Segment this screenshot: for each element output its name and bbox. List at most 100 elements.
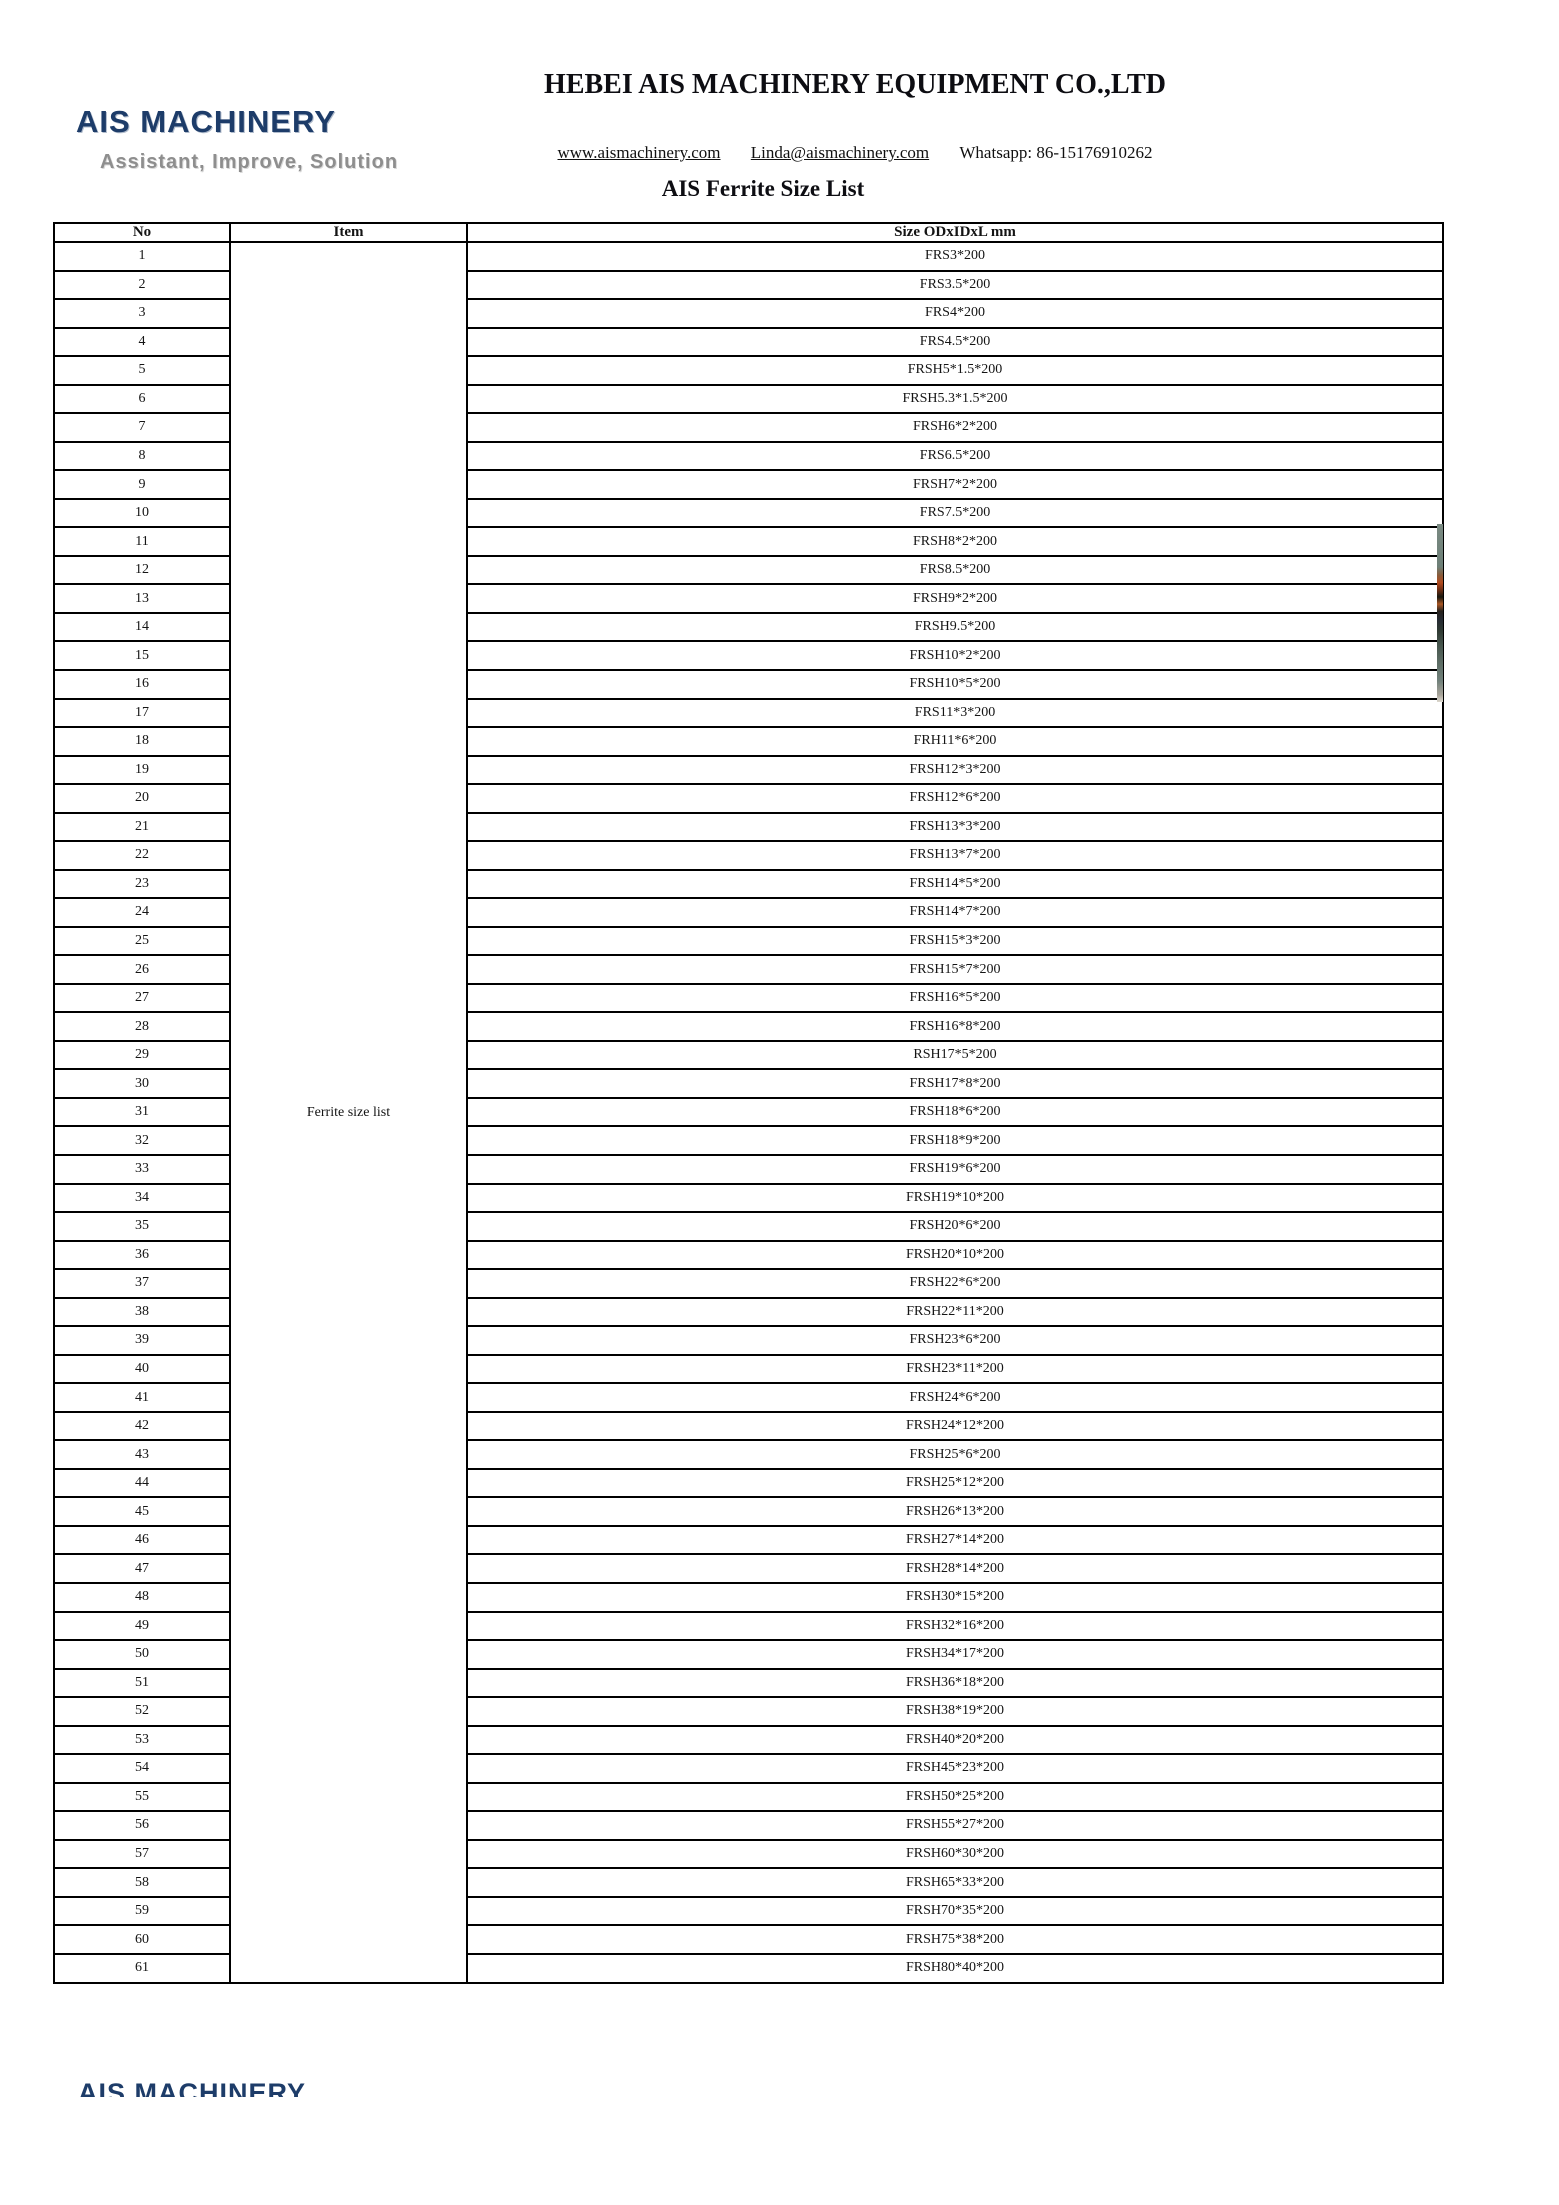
row-number-cell: 52: [53, 1696, 231, 1727]
size-cell: FRSH15*7*200: [466, 954, 1444, 985]
row-number-cell: 10: [53, 497, 231, 529]
row-number-cell: 3: [53, 298, 231, 329]
size-cell: FRSH8*2*200: [466, 526, 1444, 557]
table-row: 15 FRSH10*2*200: [53, 640, 1444, 671]
column-header-size: Size ODxIDxL mm: [466, 222, 1444, 243]
company-name-title: HEBEI AIS MACHINERY EQUIPMENT CO.,LTD: [544, 69, 1166, 100]
size-cell: FRSH70*35*200: [466, 1895, 1444, 1927]
size-cell: FRSH23*6*200: [466, 1325, 1444, 1356]
column-header-item: Item: [229, 222, 468, 243]
size-cell: FRSH6*2*200: [466, 412, 1444, 443]
row-number-cell: 47: [53, 1553, 231, 1584]
size-cell: FRS4*200: [466, 298, 1444, 329]
table-row: 22 FRSH13*7*200: [53, 840, 1444, 871]
table-row: 37 FRSH22*6*200: [53, 1268, 1444, 1299]
table-row: 49 FRSH32*16*200: [53, 1610, 1444, 1642]
row-number-cell: 37: [53, 1268, 231, 1299]
table-row: 31 FRSH18*6*200: [53, 1096, 1444, 1128]
row-number-cell: 25: [53, 925, 231, 957]
size-cell: FRSH17*8*200: [466, 1068, 1444, 1099]
size-cell: FRSH5*1.5*200: [466, 355, 1444, 386]
table-row: 16 FRSH10*5*200: [53, 668, 1444, 700]
table-row: 7 FRSH6*2*200: [53, 412, 1444, 443]
table-row: 21 FRSH13*3*200: [53, 811, 1444, 843]
table-row: 38 FRSH22*11*200: [53, 1296, 1444, 1328]
table-row: 59 FRSH70*35*200: [53, 1895, 1444, 1927]
size-cell: FRSH9.5*200: [466, 611, 1444, 643]
table-row: 58 FRSH65*33*200: [53, 1867, 1444, 1898]
row-number-cell: 14: [53, 611, 231, 643]
table-row: 55 FRSH50*25*200: [53, 1781, 1444, 1813]
row-number-cell: 33: [53, 1154, 231, 1185]
company-logo-clipped: AIS MACHINERY: [78, 2080, 307, 2097]
contact-line: www.aismachinery.com Linda@aismachinery.…: [430, 143, 1280, 163]
whatsapp-number: Whatsapp: 86-15176910262: [959, 143, 1153, 162]
size-cell: FRSH32*16*200: [466, 1610, 1444, 1642]
row-number-cell: 54: [53, 1753, 231, 1784]
table-row: 39 FRSH23*6*200: [53, 1325, 1444, 1356]
size-cell: FRH11*6*200: [466, 726, 1444, 757]
table-row: 34 FRSH19*10*200: [53, 1182, 1444, 1214]
size-cell: FRSH25*12*200: [466, 1467, 1444, 1499]
row-number-cell: 26: [53, 954, 231, 985]
size-cell: FRSH25*6*200: [466, 1439, 1444, 1470]
row-number-cell: 49: [53, 1610, 231, 1642]
size-cell: FRS7.5*200: [466, 497, 1444, 529]
size-cell: FRSH26*13*200: [466, 1496, 1444, 1527]
size-cell: FRSH34*17*200: [466, 1639, 1444, 1670]
size-cell: FRSH50*25*200: [466, 1781, 1444, 1813]
row-number-cell: 42: [53, 1410, 231, 1442]
table-row: 42 FRSH24*12*200: [53, 1410, 1444, 1442]
size-cell: FRSH55*27*200: [466, 1810, 1444, 1841]
row-number-cell: 40: [53, 1353, 231, 1385]
size-cell: FRSH15*3*200: [466, 925, 1444, 957]
page-edge-image-sliver: [1437, 524, 1443, 702]
table-row: 9 FRSH7*2*200: [53, 469, 1444, 500]
row-number-cell: 21: [53, 811, 231, 843]
table-row: 61 FRSH80*40*200: [53, 1952, 1444, 1985]
size-cell: FRSH10*5*200: [466, 668, 1444, 700]
row-number-cell: 48: [53, 1581, 231, 1613]
row-number-cell: 59: [53, 1895, 231, 1927]
size-cell: FRSH80*40*200: [466, 1952, 1444, 1985]
table-row: 46 FRSH27*14*200: [53, 1524, 1444, 1556]
size-cell: FRSH36*18*200: [466, 1667, 1444, 1699]
table-row: 52 FRSH38*19*200: [53, 1696, 1444, 1727]
row-number-cell: 15: [53, 640, 231, 671]
size-cell: FRS3*200: [466, 241, 1444, 272]
row-number-cell: 1: [53, 241, 231, 272]
size-cell: FRSH13*3*200: [466, 811, 1444, 843]
row-number-cell: 38: [53, 1296, 231, 1328]
size-cell: FRSH60*30*200: [466, 1838, 1444, 1870]
row-number-cell: 20: [53, 783, 231, 814]
row-number-cell: 43: [53, 1439, 231, 1470]
row-number-cell: 44: [53, 1467, 231, 1499]
row-number-cell: 53: [53, 1724, 231, 1756]
table-header-row: No Item Size ODxIDxL mm: [53, 222, 1444, 243]
row-number-cell: 32: [53, 1125, 231, 1156]
website-link[interactable]: www.aismachinery.com: [557, 143, 721, 162]
table-row: 29 RSH17*5*200: [53, 1039, 1444, 1071]
row-number-cell: 34: [53, 1182, 231, 1214]
row-number-cell: 9: [53, 469, 231, 500]
size-cell: FRSH10*2*200: [466, 640, 1444, 671]
row-number-cell: 58: [53, 1867, 231, 1898]
size-cell: RSH17*5*200: [466, 1039, 1444, 1071]
size-cell: FRS8.5*200: [466, 554, 1444, 586]
table-row: 48 FRSH30*15*200: [53, 1581, 1444, 1613]
size-cell: FRSH24*12*200: [466, 1410, 1444, 1442]
row-number-cell: 56: [53, 1810, 231, 1841]
table-body: 1 Ferrite size list FRS3*200 2 FRS3.5*200 3 FR…: [53, 241, 1444, 1985]
row-number-cell: 19: [53, 754, 231, 786]
logo-tagline: Assistant, Improve, Solution: [100, 151, 399, 173]
table-row: 50 FRSH34*17*200: [53, 1639, 1444, 1670]
size-cell: FRS6.5*200: [466, 440, 1444, 472]
row-number-cell: 28: [53, 1011, 231, 1042]
table-row: 13 FRSH9*2*200: [53, 583, 1444, 614]
row-number-cell: 29: [53, 1039, 231, 1071]
row-number-cell: 6: [53, 383, 231, 415]
row-number-cell: 18: [53, 726, 231, 757]
email-link[interactable]: Linda@aismachinery.com: [750, 143, 930, 162]
row-number-cell: 39: [53, 1325, 231, 1356]
